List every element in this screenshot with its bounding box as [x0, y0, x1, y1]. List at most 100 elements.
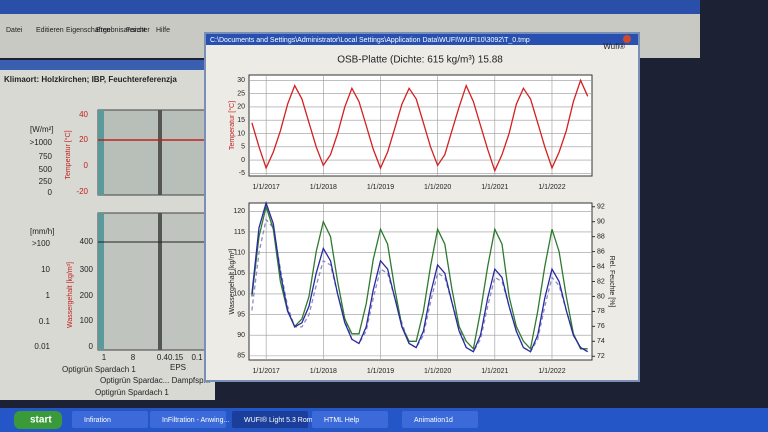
y-tick-label: 110: [234, 249, 245, 256]
menu-item[interactable]: Ergebnisansicht: [96, 27, 146, 34]
y-tick-label: 105: [233, 270, 245, 277]
y2-tick-label: 84: [597, 263, 605, 270]
x-tick-label: 1/1/2022: [538, 368, 565, 375]
y-tick-label: 100: [233, 291, 245, 298]
charts: 1/1/2017 1/1/2018 1/1/2019 1/1/2020 1/1/2021…: [228, 74, 615, 375]
y-tick-label: 15: [237, 117, 245, 124]
y2-axis-label: Rel. Feuchte [%]: [608, 256, 615, 308]
data-line: [251, 78, 589, 173]
y-tick-label: 10: [237, 130, 245, 137]
depth-label: 8: [131, 353, 136, 362]
temperature-axis-label: Temperatur [°C]: [64, 130, 72, 179]
radiation-tick: 500: [39, 165, 53, 174]
task-button[interactable]: [312, 411, 388, 428]
rain-tick: 0.01: [34, 342, 50, 351]
temperature-tick: 40: [79, 110, 88, 119]
x-tick-label: 1/1/2019: [367, 368, 394, 375]
climate-heading: Klimaort: Holzkirchen; IBP, Feuchterefer…: [4, 75, 177, 84]
background-window-titlebar: [0, 60, 215, 70]
layer-label: Optigrün Spardach 1: [62, 365, 136, 374]
depth-label: 0.1: [191, 353, 203, 362]
x-tick-label: 1/1/2018: [310, 368, 337, 375]
close-button[interactable]: [623, 35, 631, 43]
task-label: Animation1d: [414, 417, 453, 424]
water-tick: 200: [80, 291, 94, 300]
depth-label: 0.40.1: [157, 353, 180, 362]
depth-label: 1: [102, 353, 107, 362]
menu-item[interactable]: Hilfe: [156, 27, 170, 34]
background-window-labels: >1000 750 500 250 0 40 200 -20 >100 10 1 0.1 0.01 400…: [30, 110, 213, 397]
y2-tick-label: 92: [597, 204, 605, 211]
chart-heading: OSB-Platte (Dichte: 615 kg/m³) 15.88: [337, 55, 503, 66]
rain-tick: 0.1: [39, 317, 51, 326]
y-tick-label: 0: [241, 157, 245, 164]
y2-tick-label: 74: [597, 338, 605, 345]
menu-item[interactable]: Eigenschaften: [66, 27, 110, 34]
y2-tick-label: 72: [597, 353, 605, 360]
layer-label: EPS: [170, 363, 186, 372]
y-tick-label: 30: [237, 77, 245, 84]
layer-divider: [158, 110, 162, 195]
water-tick: 300: [80, 265, 94, 274]
x-tick-label: 1/1/2021: [481, 368, 508, 375]
y2-tick-label: 78: [597, 308, 605, 315]
task-label: InFiltration - Anwing...: [162, 417, 229, 424]
rain-tick: >100: [32, 239, 51, 248]
water-axis-label: Wassergehalt [kg/m³]: [67, 262, 74, 328]
water-panel: [97, 212, 211, 351]
y-axis-label: Temperatur [°C]: [228, 101, 236, 150]
data-line: [251, 200, 589, 353]
data-line: [251, 204, 588, 351]
y2-tick-label: 76: [597, 323, 605, 330]
temperature-tick: 20: [79, 135, 88, 144]
radiation-tick: 250: [39, 177, 53, 186]
y2-tick-label: 80: [597, 293, 605, 300]
start-button[interactable]: [14, 411, 62, 429]
layer-stripe: [98, 213, 104, 350]
temperature-panel: [97, 109, 211, 196]
dialog-titlebar: [206, 34, 638, 45]
y-tick-label: 120: [233, 208, 245, 215]
y-tick-label: 95: [237, 311, 245, 318]
rain-tick: 10: [41, 265, 50, 274]
radiation-tick: 750: [39, 152, 53, 161]
water-tick: 0: [89, 342, 94, 351]
task-button[interactable]: [402, 411, 478, 428]
x-tick-label: 1/1/2019: [367, 184, 394, 191]
radiation-unit: [W/m²]: [30, 125, 54, 134]
task-label: Infiration: [84, 417, 111, 424]
y-tick-label: -5: [239, 170, 245, 177]
rain-tick: 1: [46, 291, 51, 300]
y2-tick-label: 90: [597, 219, 605, 226]
x-tick-label: 1/1/2017: [253, 184, 280, 191]
y-tick-label: 5: [241, 144, 245, 151]
x-tick-label: 1/1/2021: [481, 184, 508, 191]
temperature-tick: -20: [76, 187, 88, 196]
x-tick-label: 1/1/2020: [424, 184, 451, 191]
water-tick: 100: [80, 316, 94, 325]
task-button[interactable]: [150, 411, 226, 428]
y2-tick-label: 86: [597, 248, 605, 255]
menu-item[interactable]: Fenster: [126, 27, 150, 34]
menu-item[interactable]: Datei: [6, 27, 23, 34]
menu-item[interactable]: Editieren: [36, 27, 64, 34]
start-label: start: [30, 415, 52, 426]
x-tick-label: 1/1/2017: [253, 368, 280, 375]
radiation-tick: >1000: [30, 138, 53, 147]
x-tick-label: 1/1/2018: [310, 184, 337, 191]
menu-bar: Datei Editieren EigenschaftenErgebnisansic…: [6, 27, 170, 34]
y-axis-label: Wassergehalt [kg/m³]: [229, 249, 236, 315]
task-button[interactable]: [232, 411, 308, 428]
task-label: WUFI® Light 5.3 Rom...: [244, 416, 318, 424]
task-label: HTML Help: [324, 417, 359, 424]
dialog-title: C:\Documents and Settings\Administrator\…: [210, 37, 530, 44]
task-button[interactable]: [72, 411, 148, 428]
y-tick-label: 85: [237, 353, 245, 360]
y-tick-label: 115: [234, 229, 245, 236]
layer-label: Optigrün Spardac... Dampfsp...: [100, 376, 210, 385]
y2-tick-label: 88: [597, 233, 605, 240]
y-tick-label: 20: [237, 104, 245, 111]
y-tick-label: 90: [237, 332, 245, 339]
water-tick: 400: [80, 237, 94, 246]
